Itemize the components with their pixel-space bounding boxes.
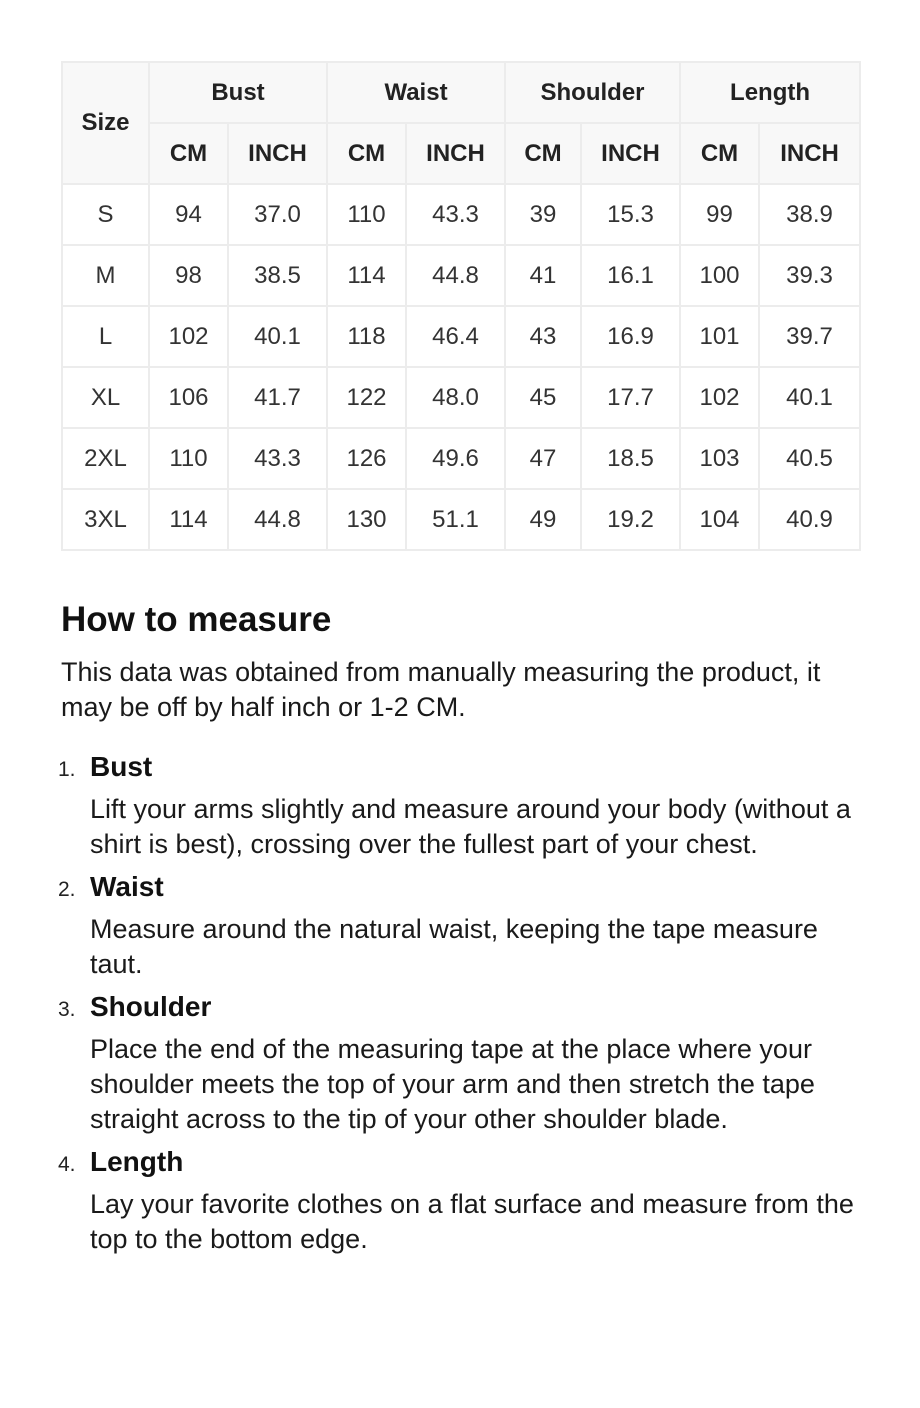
table-cell: 48.0 xyxy=(405,366,506,429)
table-cell: 40.1 xyxy=(758,366,862,429)
table-cell: 130 xyxy=(326,488,407,551)
table-cell: 43.3 xyxy=(405,183,506,246)
table-row: S 94 37.0 110 43.3 39 15.3 99 38.9 xyxy=(61,183,862,246)
table-cell: 17.7 xyxy=(579,366,682,429)
table-cell: 46.4 xyxy=(405,305,506,368)
size-table: Size Bust Waist Shoulder Length CM INCH CM INCH C… xyxy=(61,61,862,551)
item-number: 3. xyxy=(58,998,76,1021)
table-cell: 40.5 xyxy=(758,427,862,490)
size-chart: Size Bust Waist Shoulder Length CM INCH CM INCH C… xyxy=(61,61,862,551)
item-title: Shoulder xyxy=(90,991,212,1022)
unit-inch: INCH xyxy=(579,122,682,185)
table-cell: 18.5 xyxy=(579,427,682,490)
table-cell: 106 xyxy=(148,366,229,429)
table-cell: 114 xyxy=(148,488,229,551)
table-cell: 102 xyxy=(679,366,761,429)
item-title: Length xyxy=(90,1146,184,1177)
table-cell: 15.3 xyxy=(579,183,682,246)
table-row: XL 106 41.7 122 48.0 45 17.7 102 40.1 xyxy=(61,366,862,429)
table-cell: 110 xyxy=(326,183,407,246)
table-cell: 110 xyxy=(148,427,229,490)
table-cell: 37.0 xyxy=(227,183,328,246)
table-cell: 44.8 xyxy=(227,488,328,551)
table-cell: 38.5 xyxy=(227,244,328,307)
table-cell: 103 xyxy=(679,427,761,490)
unit-inch: INCH xyxy=(227,122,328,185)
table-cell: 41 xyxy=(504,244,582,307)
table-cell: 16.1 xyxy=(579,244,682,307)
table-cell: 102 xyxy=(148,305,229,368)
unit-cm: CM xyxy=(326,122,407,185)
table-cell: 44.8 xyxy=(405,244,506,307)
table-cell: 118 xyxy=(326,305,407,368)
size-cell: L xyxy=(61,305,150,368)
item-description: Lift your arms slightly and measure arou… xyxy=(90,794,851,859)
intro-text: This data was obtained from manually mea… xyxy=(61,657,821,722)
table-cell: 39.7 xyxy=(758,305,862,368)
group-header: Waist xyxy=(326,61,506,124)
table-cell: 99 xyxy=(679,183,761,246)
header-row: Size Bust Waist Shoulder Length xyxy=(61,61,862,185)
table-cell: 38.9 xyxy=(758,183,862,246)
table-cell: 40.9 xyxy=(758,488,862,551)
table-cell: 43.3 xyxy=(227,427,328,490)
size-cell: 2XL xyxy=(61,427,150,490)
item-number: 2. xyxy=(58,878,76,901)
unit-inch: INCH xyxy=(405,122,506,185)
table-cell: 19.2 xyxy=(579,488,682,551)
table-cell: 40.1 xyxy=(227,305,328,368)
table-row: 3XL 114 44.8 130 51.1 49 19.2 104 40.9 xyxy=(61,488,862,551)
unit-inch: INCH xyxy=(758,122,862,185)
table-cell: 39.3 xyxy=(758,244,862,307)
table-cell: 43 xyxy=(504,305,582,368)
table-cell: 104 xyxy=(679,488,761,551)
table-cell: 16.9 xyxy=(579,305,682,368)
unit-cm: CM xyxy=(679,122,761,185)
table-cell: 47 xyxy=(504,427,582,490)
table-cell: 49 xyxy=(504,488,582,551)
table-cell: 126 xyxy=(326,427,407,490)
group-header: Length xyxy=(679,61,862,124)
table-cell: 114 xyxy=(326,244,407,307)
item-description: Lay your favorite clothes on a flat surf… xyxy=(90,1189,854,1254)
table-cell: 39 xyxy=(504,183,582,246)
size-cell: 3XL xyxy=(61,488,150,551)
list-item: 1. Bust Lift your arms slightly and measur… xyxy=(0,748,870,862)
list-item: 2. Waist Measure around the natural waist,… xyxy=(0,868,870,982)
table-cell: 51.1 xyxy=(405,488,506,551)
group-header: Bust xyxy=(148,61,328,124)
item-description: Place the end of the measuring tape at t… xyxy=(90,1034,815,1134)
table-cell: 101 xyxy=(679,305,761,368)
unit-row: CM INCH CM INCH CM INCH CM INCH xyxy=(62,122,862,185)
table-row: L 102 40.1 118 46.4 43 16.9 101 39.7 xyxy=(61,305,862,368)
table-cell: 122 xyxy=(326,366,407,429)
list-item: 4. Length Lay your favorite clothes on a f… xyxy=(0,1143,870,1257)
unit-cm: CM xyxy=(148,122,229,185)
unit-cm: CM xyxy=(504,122,582,185)
table-cell: 94 xyxy=(148,183,229,246)
table-row: 2XL 110 43.3 126 49.6 47 18.5 103 40.5 xyxy=(61,427,862,490)
size-cell: S xyxy=(61,183,150,246)
table-cell: 98 xyxy=(148,244,229,307)
table-cell: 45 xyxy=(504,366,582,429)
list-item: 3. Shoulder Place the end of the measuring… xyxy=(0,988,870,1137)
item-description: Measure around the natural waist, keepin… xyxy=(90,914,818,979)
size-cell: M xyxy=(61,244,150,307)
measure-list: 1. Bust Lift your arms slightly and measur… xyxy=(0,748,870,1263)
item-title: Waist xyxy=(90,871,164,902)
table-row: M 98 38.5 114 44.8 41 16.1 100 39.3 xyxy=(61,244,862,307)
table-cell: 41.7 xyxy=(227,366,328,429)
item-number: 4. xyxy=(58,1153,76,1176)
item-number: 1. xyxy=(58,758,76,781)
table-cell: 100 xyxy=(679,244,761,307)
item-title: Bust xyxy=(90,751,153,782)
section-title: How to measure xyxy=(61,600,332,639)
table-cell: 49.6 xyxy=(405,427,506,490)
size-cell: XL xyxy=(61,366,150,429)
size-header: Size xyxy=(61,61,150,185)
group-header: Shoulder xyxy=(503,61,682,124)
